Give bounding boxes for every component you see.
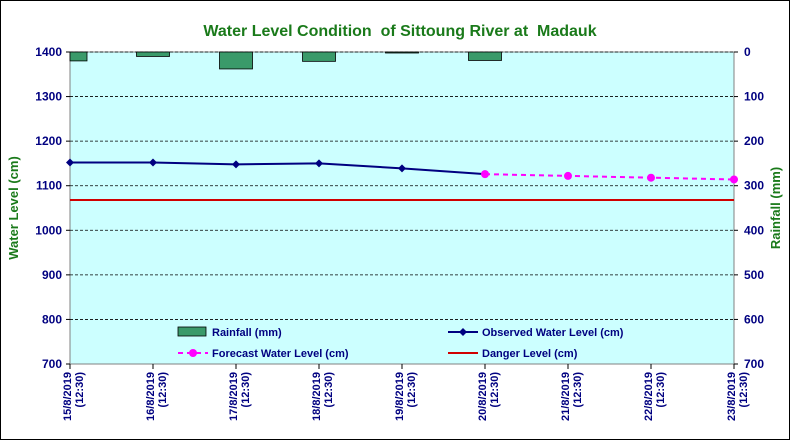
y-axis-left-label: Water Level (cm) [6,156,21,260]
y-tick-label-right: 100 [744,90,764,104]
x-tick-label-time: (12:30) [572,372,584,408]
y-tick-label-left: 1300 [35,90,62,104]
y-tick-label-right: 200 [744,134,764,148]
x-tick-label-time: (12:30) [323,372,335,408]
series-lines [66,158,738,201]
x-tick-label-date: 19/8/2019 [394,372,406,421]
x-tick-label-date: 16/8/2019 [145,372,157,421]
chart-title: Water Level Condition of Sittoung River … [203,23,596,40]
x-tick-label-time: (12:30) [489,372,501,408]
x-tick-label-time: (12:30) [157,372,169,408]
forecast-point [481,170,489,179]
legend-label: Observed Water Level (cm) [482,327,624,339]
forecast-point [564,171,572,180]
observed-point [232,160,240,169]
legend-label: Forecast Water Level (cm) [212,348,349,360]
legend-marker [189,349,197,357]
y-tick-label-left: 700 [42,357,62,371]
y-tick-label-right: 400 [744,223,764,237]
rainfall-bars [69,51,502,70]
rainfall-bar [69,51,88,62]
y-tick-label-left: 1000 [35,223,62,237]
x-tick-label-date: 15/8/2019 [62,372,74,421]
legend: Rainfall (mm) Observed Water Level (cm) Fo… [177,326,624,360]
x-tick-label-time: (12:30) [74,372,86,408]
y-tick-label-left: 1200 [35,134,62,148]
y-tick-label-right: 300 [744,179,764,193]
y-tick-label-left: 1400 [35,45,62,59]
x-tick-label-date: 17/8/2019 [228,372,240,421]
observed-point [149,158,157,167]
legend-swatch-rainfall [177,326,207,337]
forecast-line [484,173,735,181]
observed-line [70,161,486,176]
legend-label: Danger Level (cm) [482,348,578,360]
x-tick-label-time: (12:30) [240,372,252,408]
y-tick-label-right: 0 [744,45,751,59]
y-tick-label-left: 800 [42,312,62,326]
rainfall-bar [385,51,419,54]
legend-label: Rainfall (mm) [212,327,282,339]
x-tick-label-date: 18/8/2019 [311,372,323,421]
x-tick-label-date: 21/8/2019 [560,372,572,421]
x-tick-label-date: 20/8/2019 [477,372,489,421]
rainfall-bar [302,51,336,62]
x-tick-label-time: (12:30) [738,372,750,408]
plot-area [69,51,735,365]
y-tick-label-left: 1100 [36,179,62,193]
legend-marker [459,328,467,336]
forecast-point [730,175,738,184]
rainfall-bar [219,51,253,70]
x-tick-label-date: 23/8/2019 [726,372,738,421]
y-tick-label-left: 900 [42,268,62,282]
observed-point [315,159,323,168]
y-axis-right-label: Rainfall (mm) [768,167,783,249]
y-tick-label-right: 500 [744,268,764,282]
observed-point [398,164,406,173]
axes: 700 800 900 1000 1100 1200 1300 1400 0 100 200 300 4… [35,45,764,421]
y-tick-label-right: 700 [744,357,764,371]
observed-point [66,158,74,167]
y-tick-label-right: 600 [744,312,764,326]
rainfall-bar [136,51,170,57]
x-tick-label-time: (12:30) [406,372,418,408]
x-tick-label-date: 22/8/2019 [643,372,655,421]
rainfall-bar [468,51,502,61]
x-tick-label-time: (12:30) [655,372,667,408]
forecast-point [647,173,655,182]
